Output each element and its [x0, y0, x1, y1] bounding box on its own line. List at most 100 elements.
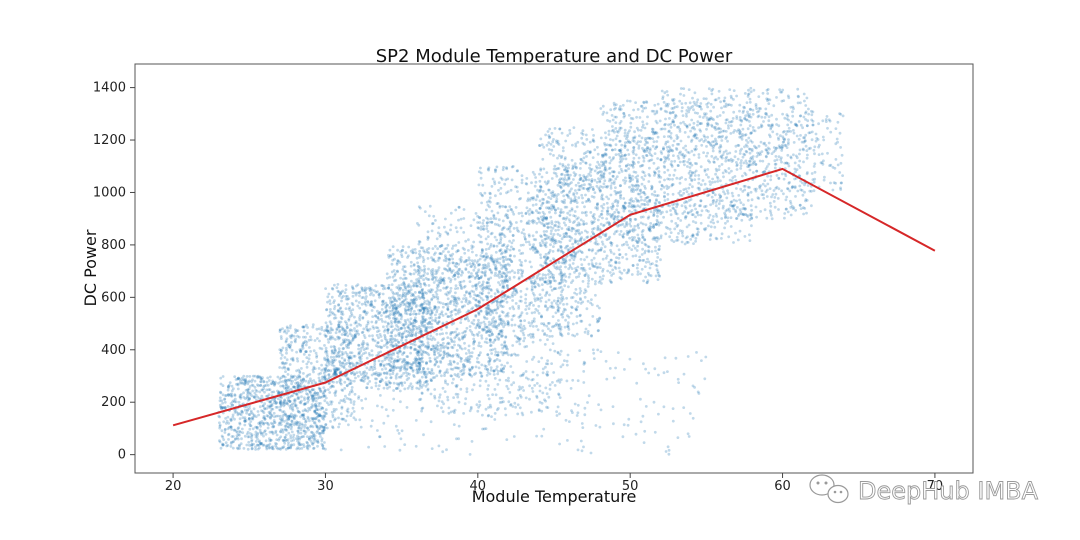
scatter-point — [256, 395, 260, 399]
scatter-point — [428, 306, 432, 310]
scatter-point — [516, 169, 519, 173]
scatter-point — [488, 196, 492, 200]
scatter-point — [314, 406, 318, 409]
scatter-point — [396, 320, 400, 324]
scatter-point — [225, 394, 228, 397]
scatter-point — [538, 278, 542, 282]
scatter-point — [325, 308, 328, 312]
scatter-point — [443, 390, 447, 393]
scatter-point — [299, 443, 303, 446]
scatter-point — [480, 336, 484, 340]
scatter-point — [337, 367, 341, 371]
scatter-point — [468, 280, 472, 283]
scatter-point — [393, 364, 396, 368]
scatter-point — [421, 246, 425, 250]
scatter-point — [315, 425, 319, 429]
scatter-point — [264, 444, 268, 448]
scatter-point — [477, 321, 480, 325]
scatter-point — [593, 241, 597, 245]
scatter-point — [428, 359, 432, 363]
scatter-point — [297, 410, 300, 414]
scatter-point — [584, 193, 587, 197]
scatter-point — [467, 256, 471, 260]
scatter-point — [235, 431, 239, 434]
scatter-point — [385, 310, 388, 314]
scatter-point — [516, 190, 519, 193]
scatter-point — [474, 287, 478, 291]
scatter-point — [314, 417, 318, 421]
scatter-point — [378, 333, 382, 336]
scatter-point — [513, 271, 517, 274]
scatter-point — [534, 247, 538, 251]
scatter-point — [249, 424, 253, 428]
scatter-point — [237, 443, 241, 447]
scatter-point — [520, 178, 524, 182]
scatter-point — [274, 429, 278, 433]
scatter-point — [472, 218, 476, 222]
scatter-point — [264, 432, 268, 436]
scatter-point — [306, 447, 310, 451]
scatter-point — [515, 221, 518, 224]
scatter-point — [345, 324, 349, 327]
scatter-point — [380, 368, 384, 371]
scatter-point — [343, 338, 347, 341]
scatter-point — [462, 217, 466, 220]
scatter-point — [562, 261, 566, 265]
scatter-point — [275, 446, 279, 449]
scatter-point — [446, 398, 450, 402]
scatter-point — [448, 300, 452, 304]
scatter-point — [455, 262, 458, 265]
scatter-point — [474, 365, 478, 369]
scatter-point — [405, 335, 408, 339]
scatter-point — [336, 283, 340, 286]
scatter-point — [250, 434, 254, 438]
scatter-point — [492, 373, 496, 376]
scatter-point — [421, 383, 425, 387]
scatter-point — [655, 140, 659, 143]
scatter-point — [322, 426, 326, 429]
scatter-point — [351, 364, 355, 368]
scatter-point — [439, 289, 442, 292]
scatter-point — [256, 427, 259, 430]
scatter-point — [219, 382, 223, 386]
scatter-point — [253, 385, 257, 389]
scatter-point — [354, 299, 358, 303]
scatter-point — [579, 289, 583, 293]
scatter-point — [485, 341, 489, 344]
scatter-point — [472, 347, 476, 350]
scatter-point — [498, 283, 502, 287]
scatter-point — [385, 325, 389, 328]
scatter-point — [271, 407, 275, 411]
scatter-point — [248, 385, 252, 388]
scatter-point — [267, 410, 271, 414]
scatter-point — [294, 392, 298, 396]
scatter-point — [309, 335, 312, 339]
scatter-point — [408, 313, 412, 316]
scatter-point — [346, 343, 350, 347]
scatter-point — [576, 242, 580, 246]
scatter-point — [461, 372, 465, 376]
scatter-point — [306, 400, 310, 404]
scatter-point — [283, 424, 287, 428]
scatter-point — [540, 296, 544, 300]
scatter-point — [313, 391, 317, 394]
scatter-point — [528, 303, 531, 307]
scatter-point — [289, 445, 292, 449]
scatter-point — [485, 224, 489, 228]
scatter-point — [506, 227, 509, 231]
scatter-point — [336, 308, 340, 312]
scatter-point — [347, 393, 351, 396]
scatter-point — [310, 430, 313, 434]
scatter-point — [574, 288, 578, 291]
scatter-point — [301, 360, 305, 363]
scatter-point — [353, 335, 357, 338]
scatter-point — [230, 384, 234, 388]
scatter-point — [476, 409, 480, 413]
scatter-point — [544, 300, 548, 304]
scatter-point — [454, 308, 458, 312]
scatter-point — [393, 257, 396, 261]
scatter-point — [426, 347, 430, 350]
scatter-point — [309, 338, 313, 342]
scatter-point — [511, 233, 515, 237]
scatter-point — [489, 295, 493, 298]
